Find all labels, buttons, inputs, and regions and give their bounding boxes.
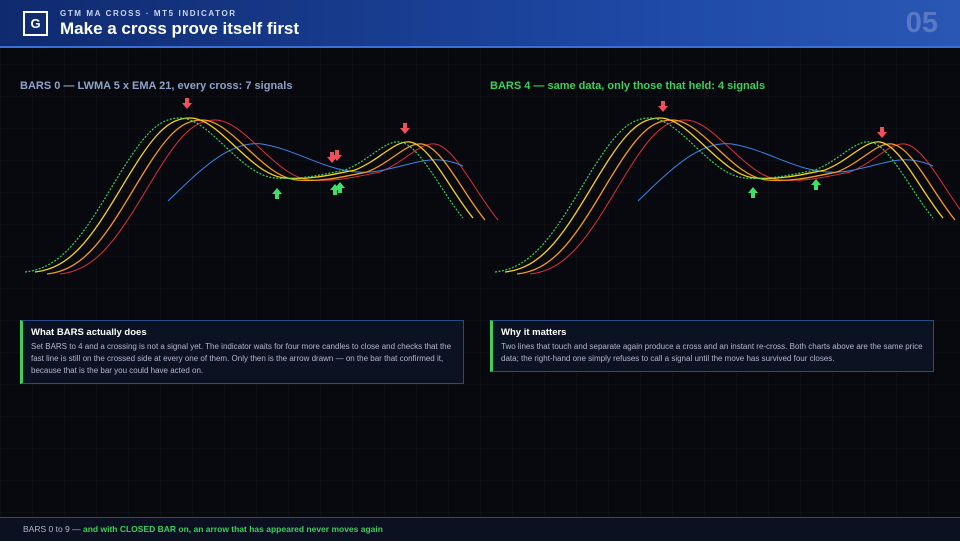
charts	[0, 98, 960, 320]
footer: BARS 0 to 9 — and with CLOSED BAR on, an…	[0, 517, 960, 541]
footer-highlight: and with CLOSED BAR on, an arrow that ha…	[83, 524, 383, 534]
chart-title: BARS 4 — same data, only those that held…	[490, 80, 766, 92]
chart-title: BARS 0 — LWMA 5 x EMA 21, every cross: 7…	[20, 80, 293, 92]
note-text: Set BARS to 4 and a crossing is not a si…	[31, 342, 452, 375]
sell-arrows	[182, 98, 887, 163]
note-title: What BARS actually does	[31, 327, 147, 338]
slide-title: Make a cross prove itself first	[60, 19, 300, 38]
buy-arrows	[272, 179, 821, 199]
note-text: Two lines that touch and separate again …	[501, 342, 923, 363]
note-box: Why it matters Two lines that touch and …	[490, 320, 934, 372]
slide-number: 05	[905, 7, 938, 39]
note-box: What BARS actually does Set BARS to 4 an…	[20, 320, 464, 384]
logo: G	[23, 11, 48, 36]
footer-lead: BARS 0 to 9 —	[23, 524, 81, 534]
note-title: Why it matters	[501, 327, 567, 338]
header: G GTM MA CROSS · MT5 INDICATOR Make a cr…	[0, 0, 960, 48]
price-lines	[25, 118, 498, 274]
kicker: GTM MA CROSS · MT5 INDICATOR	[60, 9, 237, 18]
price-lines	[495, 118, 960, 274]
